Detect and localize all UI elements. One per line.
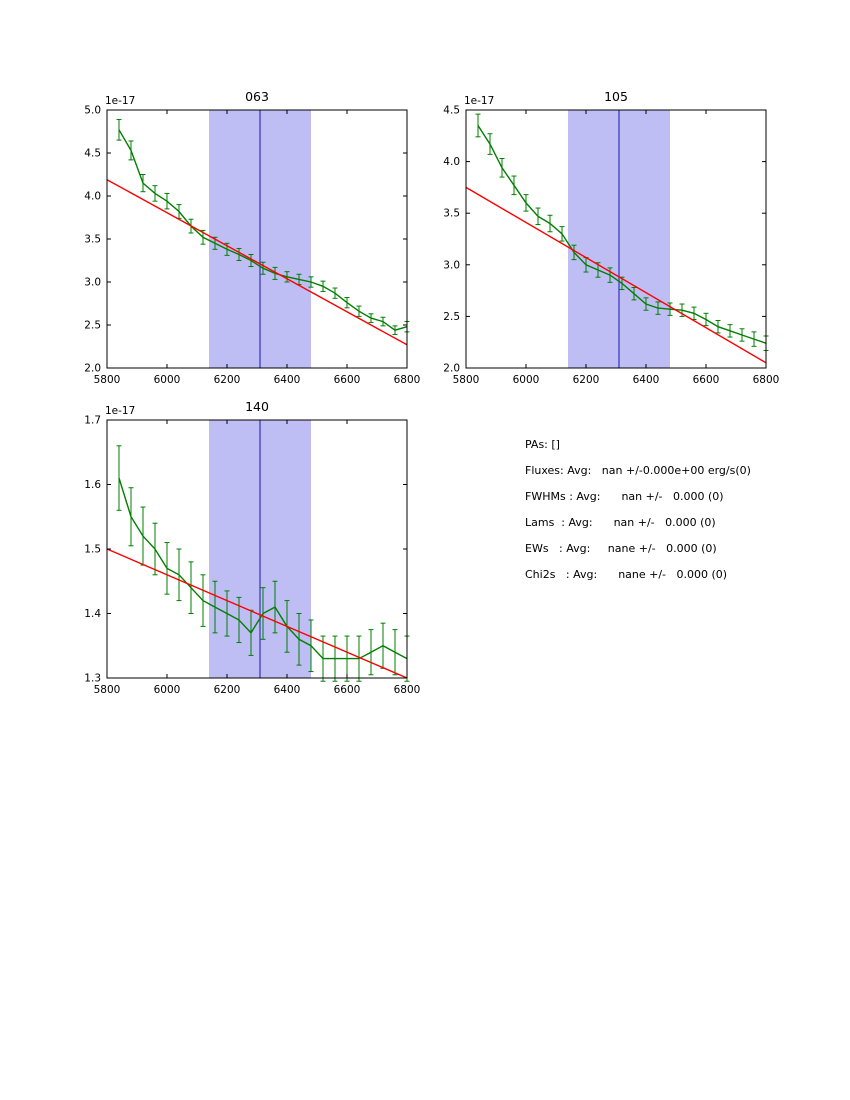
linear-fit-line [106, 548, 408, 679]
stats-line-pas: PAs: [] [525, 438, 560, 451]
chart-105: 5800 6000 6200 6400 6600 6800 2.0 2.5 3.0 3.5 4.0 4… [421, 85, 781, 397]
y-tick-label: 3.0 [443, 259, 460, 271]
x-tick-label: 6000 [154, 374, 181, 386]
x-tick-label: 5800 [94, 684, 121, 696]
y-axis-offset-label: 1e-17 [464, 95, 494, 107]
x-tick-label: 6800 [394, 684, 421, 696]
y-tick-label: 4.5 [84, 148, 101, 160]
stats-line-chi2s: Chi2s : Avg: nane +/- 0.000 (0) [525, 568, 728, 581]
y-tick-label: 1.3 [84, 673, 101, 685]
y-tick-label: 4.0 [84, 191, 101, 203]
stats-line-fluxes: Fluxes: Avg: nan +/-0.000e+00 erg/s(0) [525, 464, 751, 477]
stats-line-ews: EWs : Avg: nane +/- 0.000 (0) [525, 542, 717, 555]
x-tick-label: 6400 [274, 374, 301, 386]
y-tick-label: 2.5 [84, 320, 101, 332]
y-tick-label: 2.5 [443, 311, 460, 323]
x-tick-label: 6400 [633, 374, 660, 386]
chart-140: 5800 6000 6200 6400 6600 6800 1.3 1.4 1.5 1.6 1.7 1… [62, 395, 422, 707]
y-tick-label: 2.0 [84, 363, 101, 375]
y-tick-label: 3.5 [84, 234, 101, 246]
x-tick-label: 6200 [214, 684, 241, 696]
x-tick-label: 6600 [334, 684, 361, 696]
y-tick-label: 1.4 [84, 608, 101, 620]
x-tick-label: 6400 [274, 684, 301, 696]
x-tick-label: 6600 [693, 374, 720, 386]
x-tick-label: 6800 [394, 374, 421, 386]
chart-063: 5800 6000 6200 6400 6600 6800 2.0 2.5 3.0 3.5 4.0 4… [62, 85, 422, 397]
y-tick-label: 3.5 [443, 208, 460, 220]
linear-fit-line [106, 179, 408, 346]
x-tick-label: 5800 [94, 374, 121, 386]
y-tick-label: 4.5 [443, 105, 460, 117]
x-tick-label: 6600 [334, 374, 361, 386]
y-tick-label: 3.0 [84, 277, 101, 289]
y-tick-label: 1.5 [84, 544, 101, 556]
y-tick-label: 1.7 [84, 415, 101, 427]
x-tick-label: 6000 [154, 684, 181, 696]
plot-063-svg: 5800 6000 6200 6400 6600 6800 2.0 2.5 3.0 3.5 4.0 4… [84, 89, 421, 386]
x-tick-label: 6200 [573, 374, 600, 386]
stats-line-fwhms: FWHMs : Avg: nan +/- 0.000 (0) [525, 490, 724, 503]
plot-105-svg: 5800 6000 6200 6400 6600 6800 2.0 2.5 3.0 3.5 4.0 4… [443, 89, 780, 386]
y-tick-label: 2.0 [443, 363, 460, 375]
chart-title: 063 [245, 89, 269, 104]
axes-frame [465, 109, 767, 369]
chart-title: 105 [604, 89, 628, 104]
y-tick-label: 1.6 [84, 479, 101, 491]
y-axis-offset-label: 1e-17 [105, 95, 135, 107]
linear-fit-line [465, 186, 767, 364]
y-tick-label: 5.0 [84, 105, 101, 117]
stats-block: PAs: [] Fluxes: Avg: nan +/-0.000e+00 er… [525, 432, 751, 588]
x-tick-label: 5800 [453, 374, 480, 386]
x-tick-label: 6200 [214, 374, 241, 386]
plot-140-svg: 5800 6000 6200 6400 6600 6800 1.3 1.4 1.5 1.6 1.7 1… [84, 399, 421, 696]
spectrum-line [477, 125, 767, 344]
y-tick-label: 4.0 [443, 156, 460, 168]
spectrum-line [118, 129, 408, 331]
chart-title: 140 [245, 399, 269, 414]
x-tick-label: 6800 [753, 374, 780, 386]
spectrum-line [118, 477, 408, 660]
stats-line-lams: Lams : Avg: nan +/- 0.000 (0) [525, 516, 716, 529]
x-tick-label: 6000 [513, 374, 540, 386]
y-axis-offset-label: 1e-17 [105, 405, 135, 417]
